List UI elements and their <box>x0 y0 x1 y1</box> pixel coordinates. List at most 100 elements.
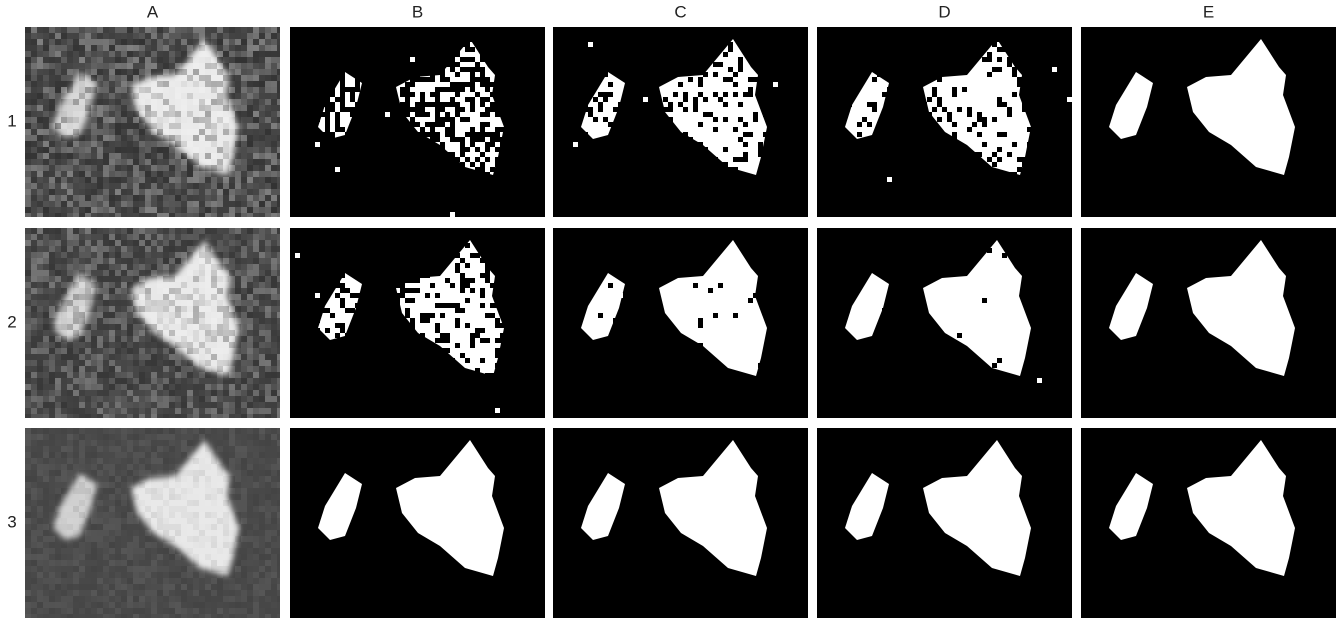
texture-cell <box>55 171 61 177</box>
texture-cell <box>37 207 43 213</box>
texture-cell <box>85 129 91 135</box>
texture-cell <box>85 213 91 219</box>
texture-cell <box>31 81 37 87</box>
texture-cell <box>271 159 277 165</box>
texture-cell <box>169 294 175 300</box>
noise-hole <box>1022 212 1027 217</box>
texture-cell <box>145 348 151 354</box>
noise-hole <box>525 77 530 82</box>
noise-hole <box>295 87 300 92</box>
noise-hole <box>420 187 425 192</box>
noise-hole <box>400 32 405 37</box>
noise-hole <box>638 187 643 192</box>
noise-hole <box>768 207 773 212</box>
texture-cell <box>211 294 217 300</box>
noise-hole <box>360 142 365 147</box>
texture-cell <box>61 270 67 276</box>
noise-hole <box>578 112 583 117</box>
noise-hole <box>490 37 495 42</box>
texture-cell <box>31 270 37 276</box>
noise-hole <box>817 157 822 162</box>
noise-hole <box>658 72 663 77</box>
texture-cell <box>49 300 55 306</box>
noise-hole <box>490 107 495 112</box>
noise-hole <box>525 293 530 298</box>
noise-hole <box>738 62 743 67</box>
texture-cell <box>157 51 163 57</box>
noise-hole <box>375 192 380 197</box>
texture-cell <box>157 330 163 336</box>
texture-cell <box>133 366 139 372</box>
noise-speck <box>385 112 390 117</box>
noise-hole <box>768 82 773 87</box>
texture-cell <box>85 336 91 342</box>
texture-cell <box>61 159 67 165</box>
noise-hole <box>783 142 788 147</box>
noise-hole <box>355 57 360 62</box>
texture-cell <box>55 288 61 294</box>
texture-cell <box>265 318 271 324</box>
noise-hole <box>1042 167 1047 172</box>
noise-hole <box>1047 152 1052 157</box>
texture-cell <box>91 105 97 111</box>
texture-cell <box>73 318 79 324</box>
texture-cell <box>229 354 235 360</box>
texture-cell <box>187 264 193 270</box>
texture-cell <box>187 252 193 258</box>
noise-hole <box>788 67 793 72</box>
noise-hole <box>500 202 505 207</box>
texture-cell <box>121 252 127 258</box>
noise-hole <box>400 212 405 217</box>
texture-cell <box>181 396 187 402</box>
texture-cell <box>271 75 277 81</box>
texture-cell <box>43 252 49 258</box>
noise-hole <box>613 182 618 187</box>
texture-cell <box>139 330 145 336</box>
texture-cell <box>61 51 67 57</box>
texture-cell <box>163 165 169 171</box>
texture-cell <box>277 165 283 171</box>
noise-hole <box>290 167 295 172</box>
texture-cell <box>259 135 265 141</box>
noise-hole <box>1022 42 1027 47</box>
texture-cell <box>127 336 133 342</box>
texture-cell <box>115 408 121 414</box>
texture-cell <box>103 75 109 81</box>
texture-cell <box>259 330 265 336</box>
texture-cell <box>145 378 151 384</box>
noise-hole <box>1022 107 1027 112</box>
texture-cell <box>79 51 85 57</box>
texture-cell <box>103 153 109 159</box>
noise-hole <box>355 37 360 42</box>
texture-cell <box>115 165 121 171</box>
noise-hole <box>360 137 365 142</box>
texture-cell <box>73 57 79 63</box>
texture-cell <box>259 366 265 372</box>
texture-cell <box>85 330 91 336</box>
noise-hole <box>558 157 563 162</box>
texture-cell <box>43 270 49 276</box>
texture-cell <box>217 99 223 105</box>
noise-hole <box>380 92 385 97</box>
texture-cell <box>277 324 283 330</box>
texture-cell <box>241 111 247 117</box>
texture-cell <box>241 390 247 396</box>
texture-cell <box>193 342 199 348</box>
noise-hole <box>827 177 832 182</box>
texture-cell <box>97 312 103 318</box>
texture-cell <box>31 57 37 63</box>
texture-cell <box>193 45 199 51</box>
noise-hole <box>653 127 658 132</box>
texture-cell <box>205 264 211 270</box>
texture-cell <box>37 354 43 360</box>
noise-hole <box>520 258 525 263</box>
noise-hole <box>350 87 355 92</box>
texture-cell <box>241 81 247 87</box>
texture-cell <box>103 252 109 258</box>
noise-hole <box>475 92 480 97</box>
noise-hole <box>937 102 942 107</box>
noise-hole <box>435 167 440 172</box>
texture-cell <box>247 234 253 240</box>
texture-cell <box>139 33 145 39</box>
texture-cell <box>277 27 283 33</box>
